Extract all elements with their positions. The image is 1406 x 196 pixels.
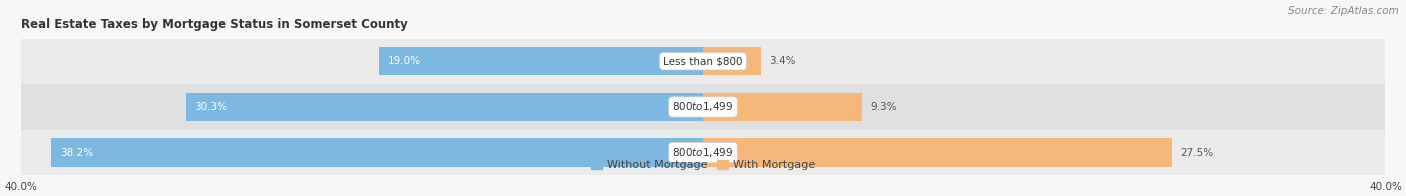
Text: $800 to $1,499: $800 to $1,499 [672, 100, 734, 113]
Text: Source: ZipAtlas.com: Source: ZipAtlas.com [1288, 6, 1399, 16]
Text: 27.5%: 27.5% [1181, 148, 1213, 158]
Text: 38.2%: 38.2% [60, 148, 93, 158]
Bar [378, 47, 703, 75]
Bar [51, 138, 703, 167]
Bar [703, 93, 862, 121]
Bar [186, 93, 703, 121]
Text: 3.4%: 3.4% [769, 56, 796, 66]
Bar [21, 84, 1385, 130]
Text: Less than $800: Less than $800 [664, 56, 742, 66]
Text: 19.0%: 19.0% [388, 56, 420, 66]
Bar [703, 138, 1173, 167]
Bar [21, 130, 1385, 175]
Legend: Without Mortgage, With Mortgage: Without Mortgage, With Mortgage [586, 156, 820, 175]
Bar [21, 38, 1385, 84]
Text: $800 to $1,499: $800 to $1,499 [672, 146, 734, 159]
Bar [703, 47, 761, 75]
Text: Real Estate Taxes by Mortgage Status in Somerset County: Real Estate Taxes by Mortgage Status in … [21, 18, 408, 31]
Text: 9.3%: 9.3% [870, 102, 897, 112]
Text: 30.3%: 30.3% [194, 102, 228, 112]
